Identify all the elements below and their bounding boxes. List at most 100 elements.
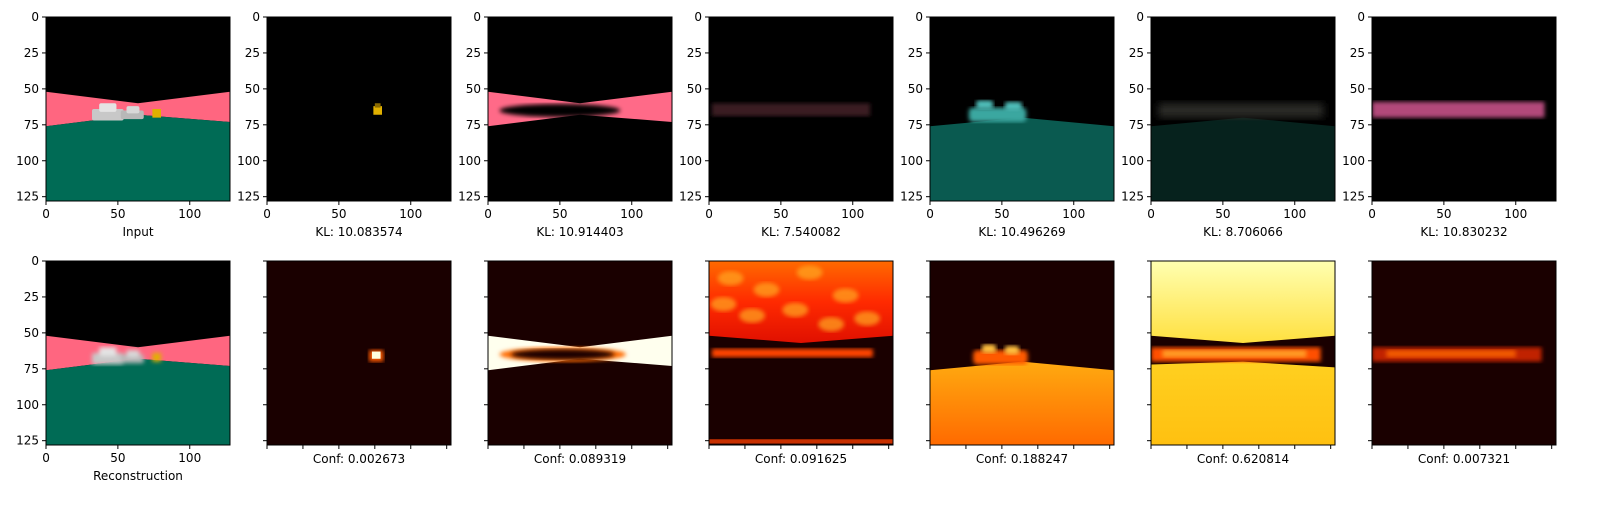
y-tick-label: 75 (687, 118, 702, 132)
heat-ground (1151, 361, 1335, 445)
heat-sky-blob (796, 265, 823, 280)
panel-image (930, 17, 1114, 201)
panel-caption: Conf: 0.007321 (1418, 452, 1510, 466)
panel-caption: Conf: 0.188247 (976, 452, 1068, 466)
y-tick-label: 50 (245, 82, 260, 96)
x-tick-label: 50 (552, 207, 567, 221)
mask-strip-band (1372, 101, 1545, 118)
mask-faint-band (711, 103, 870, 117)
x-tick-label: 0 (263, 207, 271, 221)
panel-caption: KL: 10.830232 (1420, 225, 1507, 239)
heat-sky-blob (832, 288, 859, 303)
y-tick-label: 25 (1129, 46, 1144, 60)
y-tick-label: 125 (900, 190, 923, 204)
panel-caption: KL: 10.083574 (315, 225, 402, 239)
mask-car-blob (968, 107, 1027, 122)
x-tick-label: 0 (926, 207, 934, 221)
heat-car-roof-b (1004, 345, 1020, 355)
panel-image (488, 17, 672, 201)
y-tick-label: 0 (1136, 10, 1144, 24)
car-left-roof (99, 347, 117, 356)
y-tick-label: 50 (24, 82, 39, 96)
y-tick-label: 75 (1350, 118, 1365, 132)
x-tick-label: 50 (994, 207, 1009, 221)
x-tick-label: 50 (1436, 207, 1451, 221)
heat-background (267, 261, 451, 445)
heat-peak (371, 351, 381, 359)
y-tick-label: 125 (1121, 190, 1144, 204)
panel-caption: Conf: 0.620814 (1197, 452, 1289, 466)
panel-image (46, 261, 230, 445)
mask-ground (930, 117, 1114, 201)
vehicles (92, 103, 161, 121)
heat-bottom-line (709, 439, 893, 444)
panel-caption: Conf: 0.002673 (313, 452, 405, 466)
vehicles (92, 347, 161, 365)
x-tick-label: 100 (399, 207, 422, 221)
panel-frame (929, 260, 1115, 446)
panel-caption: KL: 10.496269 (978, 225, 1065, 239)
panel-frame (45, 16, 231, 202)
y-tick-label: 125 (1342, 190, 1365, 204)
y-tick-label: 100 (1121, 154, 1144, 168)
panel-frame (487, 16, 673, 202)
mask-background (267, 17, 451, 201)
panel-r1-c5: Conf: 0.620814 (1147, 260, 1336, 466)
y-tick-label: 50 (466, 82, 481, 96)
heat-ground (930, 361, 1114, 445)
heat-sky-blob (818, 317, 845, 332)
x-tick-label: 100 (1062, 207, 1085, 221)
panel-frame (45, 260, 231, 446)
y-tick-label: 125 (458, 190, 481, 204)
y-tick-label: 100 (679, 154, 702, 168)
x-tick-label: 0 (705, 207, 713, 221)
panel-r1-c3: Conf: 0.091625 (705, 260, 894, 466)
heat-sky-blob (739, 308, 766, 323)
mask-cone (373, 106, 382, 115)
car-left (92, 109, 124, 121)
panel-caption: Conf: 0.089319 (534, 452, 626, 466)
panel-frame (929, 16, 1115, 202)
car-right-roof (126, 350, 140, 358)
y-tick-label: 100 (458, 154, 481, 168)
panel-caption: KL: 8.706066 (1203, 225, 1283, 239)
panel-caption: Input (122, 225, 153, 239)
heat-sky (1151, 261, 1335, 343)
ground-region (46, 114, 230, 201)
y-tick-label: 50 (1350, 82, 1365, 96)
mask-dark-band (1158, 103, 1324, 118)
panel-caption: KL: 7.540082 (761, 225, 841, 239)
mask-dark-ground (1151, 117, 1335, 201)
mask-car-roof-b (1004, 101, 1022, 111)
panel-frame (266, 16, 452, 202)
y-tick-label: 100 (237, 154, 260, 168)
x-tick-label: 100 (620, 207, 643, 221)
y-tick-label: 25 (1350, 46, 1365, 60)
panel-image (267, 261, 451, 445)
y-tick-label: 50 (687, 82, 702, 96)
y-tick-label: 50 (908, 82, 923, 96)
y-tick-label: 25 (908, 46, 923, 60)
x-tick-label: 50 (110, 207, 125, 221)
y-tick-label: 100 (900, 154, 923, 168)
heat-sky-blob (782, 302, 809, 318)
panel-image (709, 17, 893, 201)
x-tick-label: 100 (1504, 207, 1527, 221)
car-left-roof (99, 103, 117, 112)
y-tick-label: 100 (16, 154, 39, 168)
y-tick-label: 50 (24, 326, 39, 340)
panel-image (1372, 17, 1556, 201)
mask-car-roof-a (976, 100, 994, 109)
x-tick-label: 100 (178, 451, 201, 465)
x-tick-label: 50 (773, 207, 788, 221)
y-tick-label: 125 (679, 190, 702, 204)
y-tick-label: 0 (31, 10, 39, 24)
heat-mid-band (711, 348, 873, 358)
